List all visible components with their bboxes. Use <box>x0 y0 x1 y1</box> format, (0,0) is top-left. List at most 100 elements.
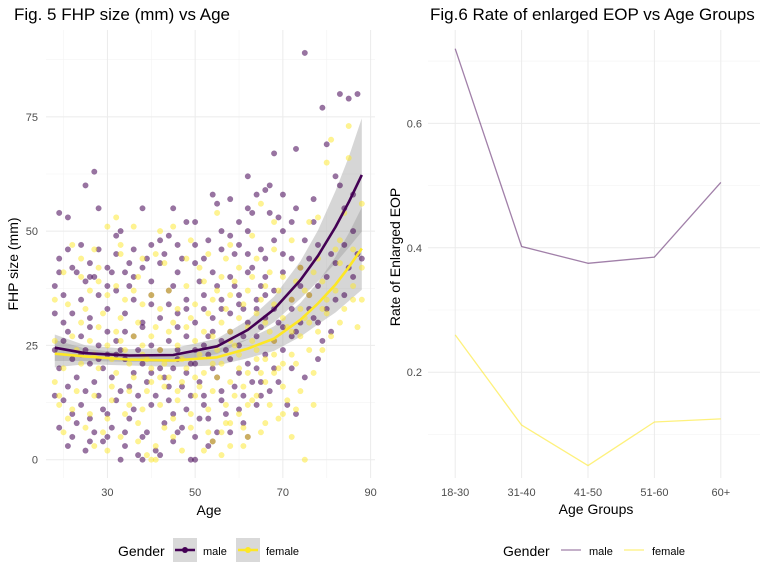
point-female <box>231 392 238 399</box>
point-female <box>266 401 273 408</box>
point-female <box>279 360 286 367</box>
point-male <box>99 438 107 445</box>
point-female <box>117 314 124 322</box>
point-male <box>310 314 317 322</box>
left-y-tick-label: 75 <box>26 112 38 124</box>
point-male <box>73 374 80 381</box>
point-male <box>60 397 67 404</box>
point-female <box>297 305 304 312</box>
point-female <box>56 401 63 408</box>
point-male <box>192 319 199 326</box>
point-male <box>73 420 80 427</box>
point-male <box>227 273 234 280</box>
point-female <box>262 378 269 386</box>
point-female <box>95 365 102 372</box>
point-male <box>192 218 199 226</box>
point-male <box>170 282 177 290</box>
point-female <box>354 324 361 331</box>
point-female <box>271 246 278 253</box>
point-male <box>170 365 177 372</box>
point-female <box>266 328 273 335</box>
point-male <box>157 452 164 459</box>
point-female <box>170 433 177 440</box>
point-female <box>161 360 168 367</box>
left-y-axis-title: FHP size (mm) <box>5 217 21 310</box>
right-y-tick-label: 0.2 <box>407 367 422 379</box>
point-male <box>165 232 172 239</box>
point-female <box>121 296 129 303</box>
point-male <box>139 433 146 440</box>
point-male <box>271 237 278 244</box>
point-male <box>130 406 137 413</box>
line-female <box>454 334 721 467</box>
point-male <box>227 310 234 317</box>
left-tick-labels: 30 50 70 90 0 25 50 75 <box>26 112 377 499</box>
point-male <box>292 205 300 212</box>
point-male <box>262 186 269 194</box>
point-male <box>301 237 308 244</box>
right-x-axis-title: Age Groups <box>559 501 634 517</box>
point-male <box>121 310 129 317</box>
point-female <box>257 200 264 207</box>
point-male <box>200 305 207 312</box>
point-male <box>60 337 67 344</box>
point-male <box>143 429 150 436</box>
right-series-lines <box>454 48 722 467</box>
point-female <box>192 301 199 308</box>
point-female <box>240 442 247 450</box>
point-female <box>157 374 164 381</box>
point-male <box>222 346 229 354</box>
point-female <box>64 301 71 308</box>
point-male <box>319 337 326 344</box>
point-male <box>323 273 330 280</box>
point-male <box>314 282 322 290</box>
point-male <box>314 319 322 326</box>
point-female <box>121 410 129 418</box>
point-male <box>95 342 102 349</box>
point-male <box>165 337 172 344</box>
point-male <box>60 292 67 299</box>
point-male <box>69 264 76 271</box>
point-female <box>297 388 304 395</box>
point-male <box>314 241 322 248</box>
point-female <box>121 346 129 354</box>
point-female <box>314 214 322 221</box>
point-male <box>139 264 146 271</box>
point-female <box>91 392 98 399</box>
point-male <box>69 433 76 440</box>
point-male <box>288 218 295 226</box>
point-female <box>292 406 300 413</box>
point-male <box>301 374 308 381</box>
point-male <box>104 328 111 335</box>
point-female <box>310 401 317 408</box>
point-male <box>235 218 243 226</box>
point-female <box>174 388 181 395</box>
point-female <box>310 269 317 276</box>
point-female <box>275 287 282 294</box>
point-female <box>306 218 313 226</box>
point-female <box>148 365 155 372</box>
point-female <box>69 333 76 340</box>
point-male <box>64 214 71 221</box>
point-female <box>336 260 343 267</box>
point-female <box>170 415 177 422</box>
point-female <box>292 360 300 367</box>
point-female <box>279 410 286 418</box>
point-male <box>209 191 216 198</box>
point-female <box>275 365 282 372</box>
point-male <box>117 388 124 395</box>
point-female <box>200 278 207 285</box>
point-male <box>86 314 93 322</box>
point-female <box>306 346 313 354</box>
point-male <box>288 305 295 312</box>
point-male <box>121 269 129 276</box>
point-male <box>161 250 168 258</box>
point-female <box>205 250 212 258</box>
point-male <box>86 438 93 445</box>
point-male <box>104 264 111 271</box>
point-female <box>227 378 234 386</box>
point-male <box>148 278 155 285</box>
point-male <box>292 145 300 152</box>
point-female <box>139 406 146 413</box>
point-female <box>187 424 194 431</box>
